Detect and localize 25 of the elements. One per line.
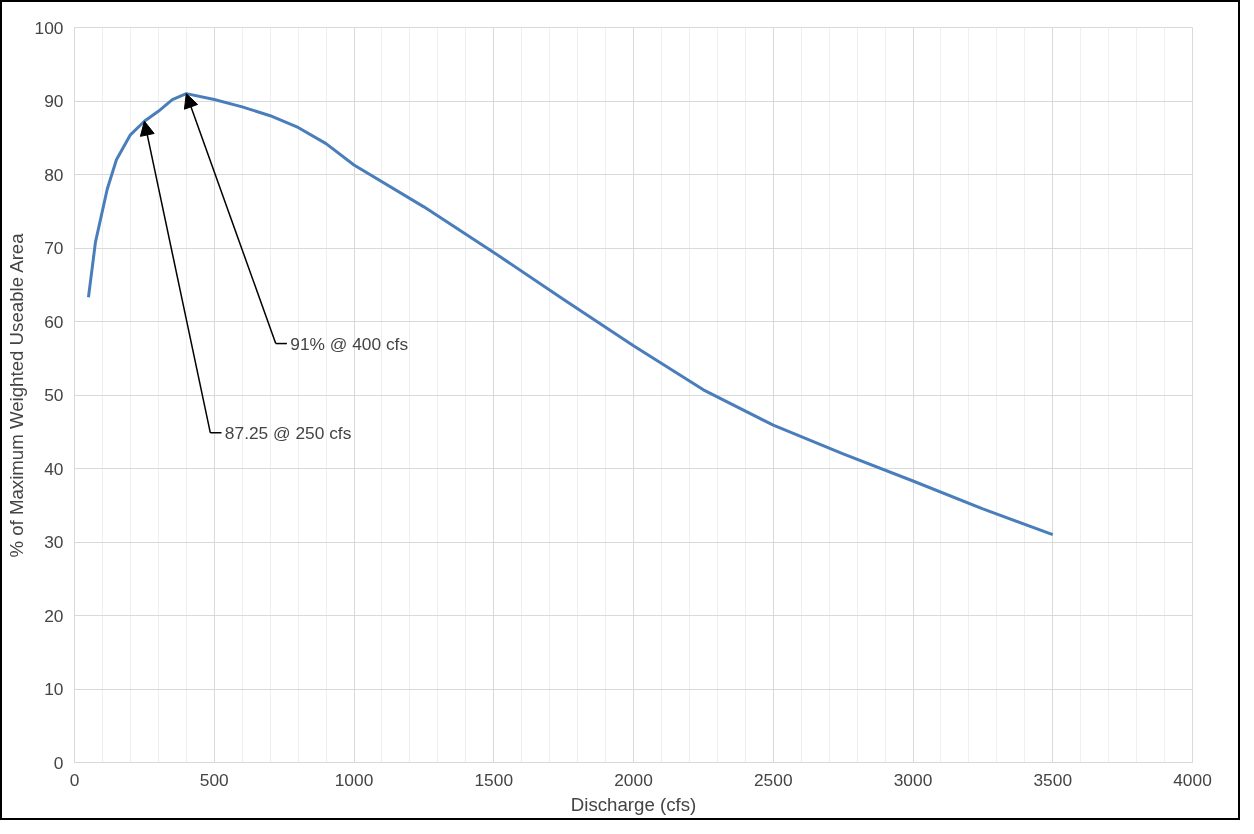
y-tick-label: 80 [44, 164, 64, 185]
x-tick-label: 3000 [893, 769, 933, 790]
x-axis-title: Discharge (cfs) [570, 793, 697, 815]
x-tick-label: 3500 [1033, 769, 1073, 790]
y-tick-label: 60 [44, 311, 64, 332]
y-tick-label: 10 [44, 679, 64, 699]
y-axis-title: % of Maximum Weighted Useable Area [5, 232, 27, 558]
y-tick-label: 90 [44, 91, 64, 111]
annotation: 87.25 @ 250 cfs [224, 422, 352, 443]
x-tick-label: 4000 [1173, 769, 1212, 790]
y-tick-label: 70 [44, 238, 64, 258]
y-tick-label: 20 [44, 605, 64, 626]
line-series [86, 92, 1055, 537]
x-tick-label: 2000 [614, 769, 653, 790]
annotation: 91% @ 400 cfs [290, 333, 409, 354]
x-tick-label: 2500 [753, 769, 793, 790]
y-tick-label: 0 [53, 752, 64, 773]
y-tick-label: 40 [44, 458, 64, 479]
y-tick-label: 100 [34, 17, 64, 38]
y-tick-label: 50 [44, 385, 64, 405]
x-tick-label: 1000 [334, 769, 374, 790]
y-tick-label: 30 [44, 532, 64, 552]
x-tick-label: 1500 [474, 769, 514, 790]
x-tick-label: 500 [199, 769, 229, 790]
x-tick-label: 0 [69, 769, 80, 790]
